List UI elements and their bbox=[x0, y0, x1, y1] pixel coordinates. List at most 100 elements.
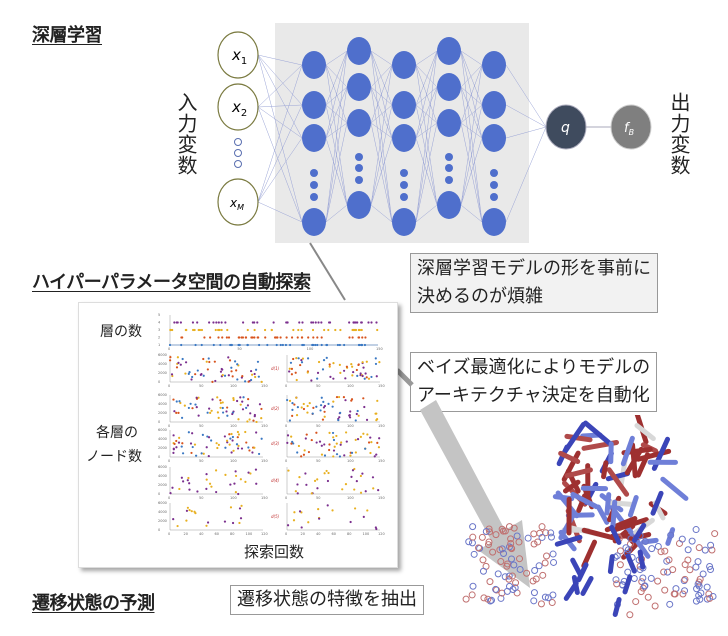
data-point bbox=[301, 321, 304, 324]
section-title-hyperparameter-search: ハイパーパラメータ空間の自動探索 bbox=[32, 272, 311, 293]
data-point bbox=[206, 411, 209, 414]
molecule-bond bbox=[595, 504, 610, 525]
hidden-ellipsis-dot bbox=[490, 169, 498, 177]
x-tick-label: 0 bbox=[168, 384, 170, 388]
nodes-plot-left-3: 0 50 100 150 0 2000 4000 6000 bbox=[158, 428, 268, 463]
data-point bbox=[221, 336, 224, 339]
data-point bbox=[185, 509, 189, 512]
y-tick-label: 6000 bbox=[158, 353, 167, 357]
data-point bbox=[238, 521, 241, 525]
data-point bbox=[223, 435, 226, 438]
molecule-atom bbox=[462, 595, 470, 603]
molecule-atom bbox=[497, 594, 505, 602]
network-edge bbox=[257, 54, 303, 66]
molecule-atom bbox=[511, 584, 519, 592]
data-point bbox=[298, 510, 302, 513]
data-point bbox=[192, 328, 195, 332]
data-point bbox=[286, 434, 290, 437]
nodes-plot-right-5: 0 20 40 60 80 100 120 d(5) bbox=[271, 503, 385, 536]
data-point bbox=[364, 336, 367, 339]
data-point bbox=[365, 360, 368, 363]
data-point bbox=[364, 447, 367, 450]
data-point bbox=[357, 336, 360, 339]
x-tick-label: 50 bbox=[199, 424, 203, 428]
hidden-node bbox=[437, 109, 461, 137]
data-point bbox=[295, 357, 298, 360]
molecule-atom bbox=[516, 555, 524, 563]
data-point bbox=[246, 420, 249, 423]
network-edge bbox=[460, 122, 483, 223]
data-point bbox=[248, 449, 251, 452]
data-point bbox=[253, 413, 256, 417]
data-point bbox=[343, 369, 346, 372]
data-point bbox=[351, 336, 354, 339]
x-tick-label: 0 bbox=[168, 496, 170, 500]
layers-count-label: 層の数 bbox=[100, 324, 142, 340]
network-edge bbox=[370, 64, 393, 88]
data-point bbox=[301, 357, 305, 360]
nodes-label-line2: ノード数 bbox=[86, 449, 142, 465]
molecule-atom bbox=[550, 558, 558, 566]
data-point bbox=[236, 378, 239, 381]
molecule-atom bbox=[695, 582, 703, 590]
data-point bbox=[226, 328, 229, 332]
molecule-atom bbox=[530, 540, 538, 548]
data-point bbox=[186, 479, 189, 482]
data-point bbox=[329, 375, 332, 378]
nodes-plot-right-3: 0 50 100 150 d(3) bbox=[271, 430, 385, 463]
network-edge bbox=[257, 104, 303, 108]
data-point bbox=[310, 438, 313, 442]
molecule-atom bbox=[680, 577, 688, 585]
network-edge bbox=[505, 126, 547, 223]
molecule-structure-image bbox=[462, 415, 719, 619]
data-point bbox=[181, 442, 184, 445]
svg-text:fB: fB bbox=[624, 121, 634, 137]
molecule-atom bbox=[679, 590, 687, 598]
data-point bbox=[233, 482, 236, 485]
data-point bbox=[241, 321, 245, 324]
data-point bbox=[348, 416, 352, 419]
data-point bbox=[250, 378, 253, 382]
data-point bbox=[293, 403, 296, 406]
x-tick-label: 120 bbox=[378, 532, 385, 536]
nodes-plot-left-5: 0 20 40 60 80 100 120 0 2000 4000 6000 bbox=[158, 501, 268, 536]
molecule-atom bbox=[624, 546, 632, 554]
data-point bbox=[351, 374, 354, 377]
network-edge bbox=[370, 50, 393, 106]
data-point bbox=[234, 470, 237, 473]
data-point bbox=[325, 356, 328, 359]
depth-ylabel: d(4) bbox=[271, 478, 280, 483]
data-point bbox=[220, 321, 223, 324]
data-point bbox=[229, 437, 232, 440]
data-point bbox=[247, 380, 250, 383]
molecule-bond bbox=[627, 495, 639, 518]
network-edge bbox=[325, 50, 348, 106]
data-point bbox=[318, 517, 321, 520]
y-tick-label: 2000 bbox=[158, 483, 167, 487]
molecule-atom bbox=[706, 563, 714, 571]
hidden-ellipsis-dot bbox=[490, 193, 498, 201]
data-point bbox=[214, 328, 217, 332]
data-point bbox=[188, 508, 191, 512]
molecule-atom bbox=[468, 539, 476, 547]
network-nodes bbox=[302, 37, 506, 236]
network-edge bbox=[257, 54, 303, 223]
data-point bbox=[307, 521, 310, 524]
data-point bbox=[304, 437, 307, 440]
molecule-bond bbox=[570, 491, 599, 510]
molecule-atom bbox=[681, 587, 689, 595]
data-point bbox=[183, 404, 186, 407]
data-point bbox=[352, 370, 355, 374]
data-point bbox=[311, 412, 314, 415]
data-point bbox=[239, 478, 242, 481]
molecule-atom bbox=[523, 569, 531, 577]
x-tick-label: 0 bbox=[168, 459, 170, 463]
data-point bbox=[327, 321, 331, 324]
data-point bbox=[323, 415, 326, 418]
data-point bbox=[188, 488, 191, 491]
data-point bbox=[211, 398, 214, 401]
data-point bbox=[285, 321, 288, 324]
data-point bbox=[217, 443, 220, 446]
data-point bbox=[178, 400, 181, 403]
data-point bbox=[272, 321, 275, 324]
